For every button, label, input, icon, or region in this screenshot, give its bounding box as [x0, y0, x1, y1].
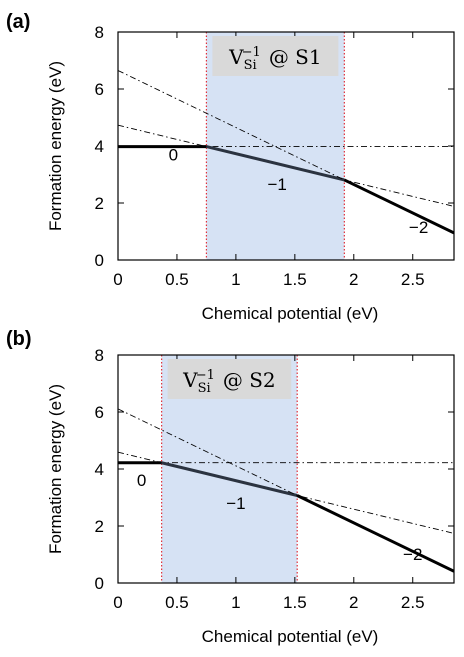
panel-label: (b)	[6, 328, 32, 350]
series-lines	[118, 70, 454, 235]
y-tick-label: 0	[95, 251, 104, 270]
x-tick-label: 0.5	[165, 270, 189, 289]
title-box	[212, 36, 339, 76]
charge-state-label: −1	[267, 175, 286, 194]
charge-state-label: −1	[226, 494, 245, 513]
series-1-stable-segment	[206, 145, 345, 182]
x-tick-label: 1	[231, 270, 240, 289]
y-tick-label: 8	[95, 23, 104, 42]
charge-state-label: 0	[137, 471, 146, 490]
series-1-stable-segment	[161, 461, 298, 497]
x-tick-label: 0.5	[165, 593, 189, 612]
y-tick-label: 6	[95, 403, 104, 422]
series-2-stable-segment	[343, 178, 454, 235]
charge-state-label: 0	[169, 145, 178, 164]
panel-label: (a)	[6, 11, 30, 33]
chart-title: VSi−1 @ S1	[228, 45, 322, 73]
x-tick-label: 1.5	[283, 593, 307, 612]
panel-a: 0 0.5 1 1.5 2 2.5 0 2 4 6 8 Chemical potential (eV)…	[6, 11, 455, 323]
x-tick-label: 0	[113, 593, 122, 612]
charge-state-label: −2	[403, 545, 422, 564]
x-axis-label: Chemical potential (eV)	[202, 627, 379, 646]
panel-b: 0 0.5 1 1.5 2 2.5 0 2 4 6 8 Chemical potential (eV)…	[6, 328, 455, 646]
y-tick-label: 4	[95, 137, 104, 156]
series-lines	[118, 408, 454, 573]
title-box	[167, 359, 292, 399]
series-1-extension-line	[118, 124, 454, 207]
y-tick-label: 6	[95, 80, 104, 99]
charge-state-label: −2	[409, 218, 428, 237]
y-axis-label: Formation energy (eV)	[46, 384, 65, 554]
y-tick-label: 4	[95, 460, 104, 479]
x-tick-label: 1	[231, 593, 240, 612]
x-axis-label: Chemical potential (eV)	[202, 304, 379, 323]
chart-title: VSi−1 @ S2	[182, 368, 276, 396]
y-tick-label: 2	[95, 194, 104, 213]
x-tick-label: 2	[349, 270, 358, 289]
y-axis-label: Formation energy (eV)	[46, 61, 65, 231]
x-tick-label: 2.5	[401, 270, 425, 289]
x-tick-label: 1.5	[283, 270, 307, 289]
x-tick-label: 2.5	[401, 593, 425, 612]
y-tick-label: 8	[95, 346, 104, 365]
x-tick-label: 2	[349, 593, 358, 612]
series-2-stable-segment	[296, 494, 454, 573]
y-tick-label: 0	[95, 574, 104, 593]
x-tick-label: 0	[113, 270, 122, 289]
y-tick-label: 2	[95, 517, 104, 536]
